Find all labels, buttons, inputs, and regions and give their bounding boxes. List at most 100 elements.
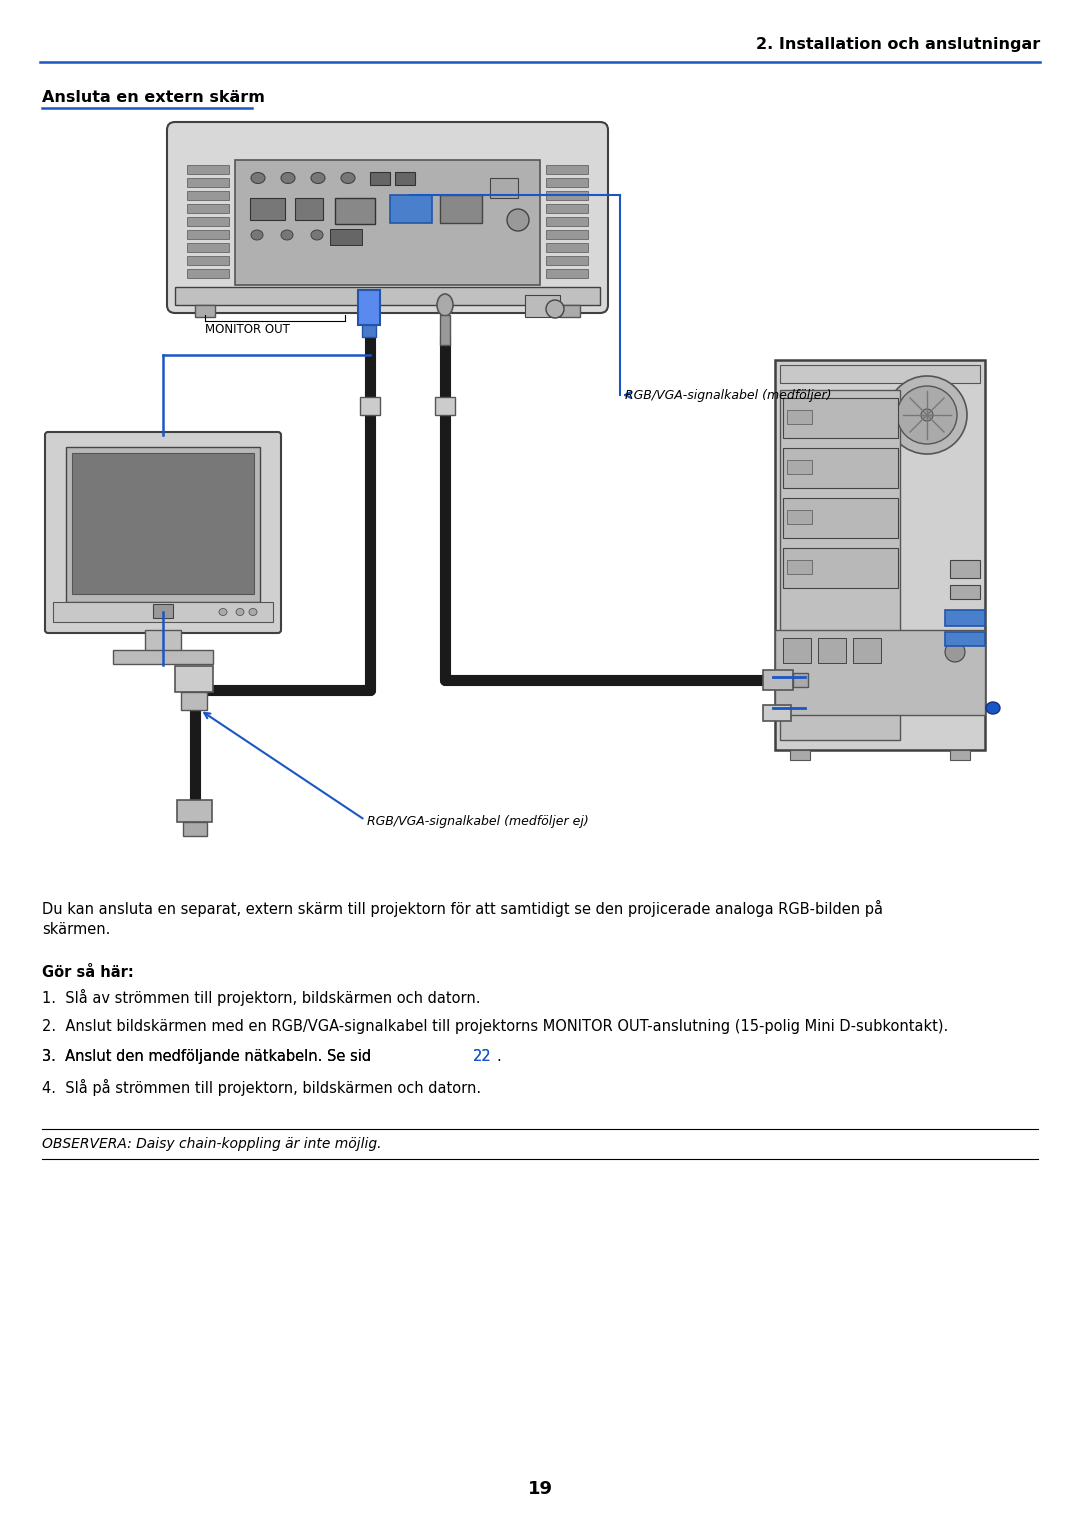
Bar: [950, 749, 970, 760]
Text: 2. Installation och anslutningar: 2. Installation och anslutningar: [756, 37, 1040, 52]
Bar: [187, 191, 229, 200]
Bar: [853, 638, 881, 662]
Bar: [330, 229, 362, 246]
Bar: [181, 691, 207, 710]
Bar: [53, 601, 273, 623]
Ellipse shape: [341, 172, 355, 183]
Bar: [546, 191, 588, 200]
Text: RGB/VGA-signalkabel (medföljer ej): RGB/VGA-signalkabel (medföljer ej): [367, 815, 589, 829]
Bar: [187, 230, 229, 240]
Text: 3.  Anslut den medföljande nätkabeln. Se sid: 3. Anslut den medföljande nätkabeln. Se …: [42, 1048, 376, 1064]
Bar: [546, 217, 588, 226]
Ellipse shape: [945, 642, 966, 662]
Text: MONITOR OUT: MONITOR OUT: [205, 324, 289, 336]
Text: OBSERVERA: Daisy chain-koppling är inte möjlig.: OBSERVERA: Daisy chain-koppling är inte …: [42, 1137, 381, 1151]
Ellipse shape: [237, 609, 244, 615]
Bar: [249, 198, 285, 220]
Bar: [775, 630, 985, 716]
Ellipse shape: [986, 702, 1000, 714]
Bar: [787, 410, 812, 424]
Bar: [235, 160, 540, 285]
Bar: [950, 560, 980, 578]
Bar: [175, 287, 600, 305]
FancyBboxPatch shape: [167, 122, 608, 313]
Bar: [490, 179, 518, 198]
Bar: [153, 604, 173, 618]
Bar: [546, 230, 588, 240]
Text: Du kan ansluta en separat, extern skärm till projektorn för att samtidigt se den: Du kan ansluta en separat, extern skärm …: [42, 900, 883, 917]
Bar: [783, 449, 897, 488]
Bar: [950, 584, 980, 600]
Ellipse shape: [251, 172, 265, 183]
Ellipse shape: [311, 230, 323, 240]
Bar: [360, 397, 380, 415]
Bar: [145, 630, 181, 652]
Bar: [183, 823, 207, 836]
Text: 1.  Slå av strömmen till projektorn, bildskärmen och datorn.: 1. Slå av strömmen till projektorn, bild…: [42, 989, 481, 1006]
Bar: [945, 610, 985, 626]
Bar: [177, 800, 212, 823]
Bar: [780, 365, 980, 383]
Bar: [793, 673, 808, 687]
Ellipse shape: [251, 230, 264, 240]
Bar: [783, 497, 897, 539]
Text: 3.  Anslut den medföljande nätkabeln. Se sid: 3. Anslut den medföljande nätkabeln. Se …: [42, 1048, 376, 1064]
Ellipse shape: [219, 609, 227, 615]
Bar: [783, 638, 811, 662]
Ellipse shape: [249, 609, 257, 615]
Bar: [335, 198, 375, 224]
Bar: [818, 638, 846, 662]
Bar: [187, 217, 229, 226]
Bar: [187, 243, 229, 252]
Ellipse shape: [921, 409, 933, 421]
Text: .: .: [497, 1048, 501, 1064]
Ellipse shape: [281, 230, 293, 240]
Ellipse shape: [507, 209, 529, 230]
Bar: [546, 179, 588, 188]
Text: RGB/VGA-signalkabel (medföljer): RGB/VGA-signalkabel (medföljer): [625, 389, 832, 401]
Bar: [945, 632, 985, 645]
Bar: [175, 665, 213, 691]
Bar: [187, 269, 229, 278]
Text: Ansluta en extern skärm: Ansluta en extern skärm: [42, 90, 265, 105]
Bar: [787, 459, 812, 475]
Bar: [295, 198, 323, 220]
Bar: [783, 398, 897, 438]
Text: 22: 22: [473, 1048, 491, 1064]
Text: 2.  Anslut bildskärmen med en RGB/VGA-signalkabel till projektorns MONITOR OUT-a: 2. Anslut bildskärmen med en RGB/VGA-sig…: [42, 1019, 948, 1035]
Bar: [113, 650, 213, 664]
Bar: [187, 165, 229, 174]
Bar: [440, 314, 450, 345]
Bar: [546, 256, 588, 266]
Ellipse shape: [437, 295, 453, 316]
Text: 19: 19: [527, 1480, 553, 1499]
Bar: [370, 172, 390, 185]
Bar: [546, 269, 588, 278]
Text: 4.  Slå på strömmen till projektorn, bildskärmen och datorn.: 4. Slå på strömmen till projektorn, bild…: [42, 1079, 481, 1096]
Ellipse shape: [281, 172, 295, 183]
Bar: [395, 172, 415, 185]
Bar: [546, 165, 588, 174]
Bar: [440, 195, 482, 223]
Bar: [561, 305, 580, 317]
Bar: [762, 705, 791, 720]
Bar: [780, 391, 900, 740]
Bar: [362, 325, 376, 337]
Bar: [187, 256, 229, 266]
Ellipse shape: [311, 172, 325, 183]
Bar: [187, 179, 229, 188]
Bar: [783, 548, 897, 588]
Bar: [546, 243, 588, 252]
Bar: [187, 204, 229, 214]
Ellipse shape: [897, 386, 957, 444]
Ellipse shape: [546, 301, 564, 317]
Text: Gör så här:: Gör så här:: [42, 964, 134, 980]
Bar: [787, 510, 812, 523]
Bar: [775, 360, 985, 749]
Bar: [546, 204, 588, 214]
Text: skärmen.: skärmen.: [42, 922, 110, 937]
Bar: [787, 560, 812, 574]
Text: 22: 22: [473, 1048, 491, 1064]
Bar: [762, 670, 793, 690]
Bar: [525, 295, 561, 317]
